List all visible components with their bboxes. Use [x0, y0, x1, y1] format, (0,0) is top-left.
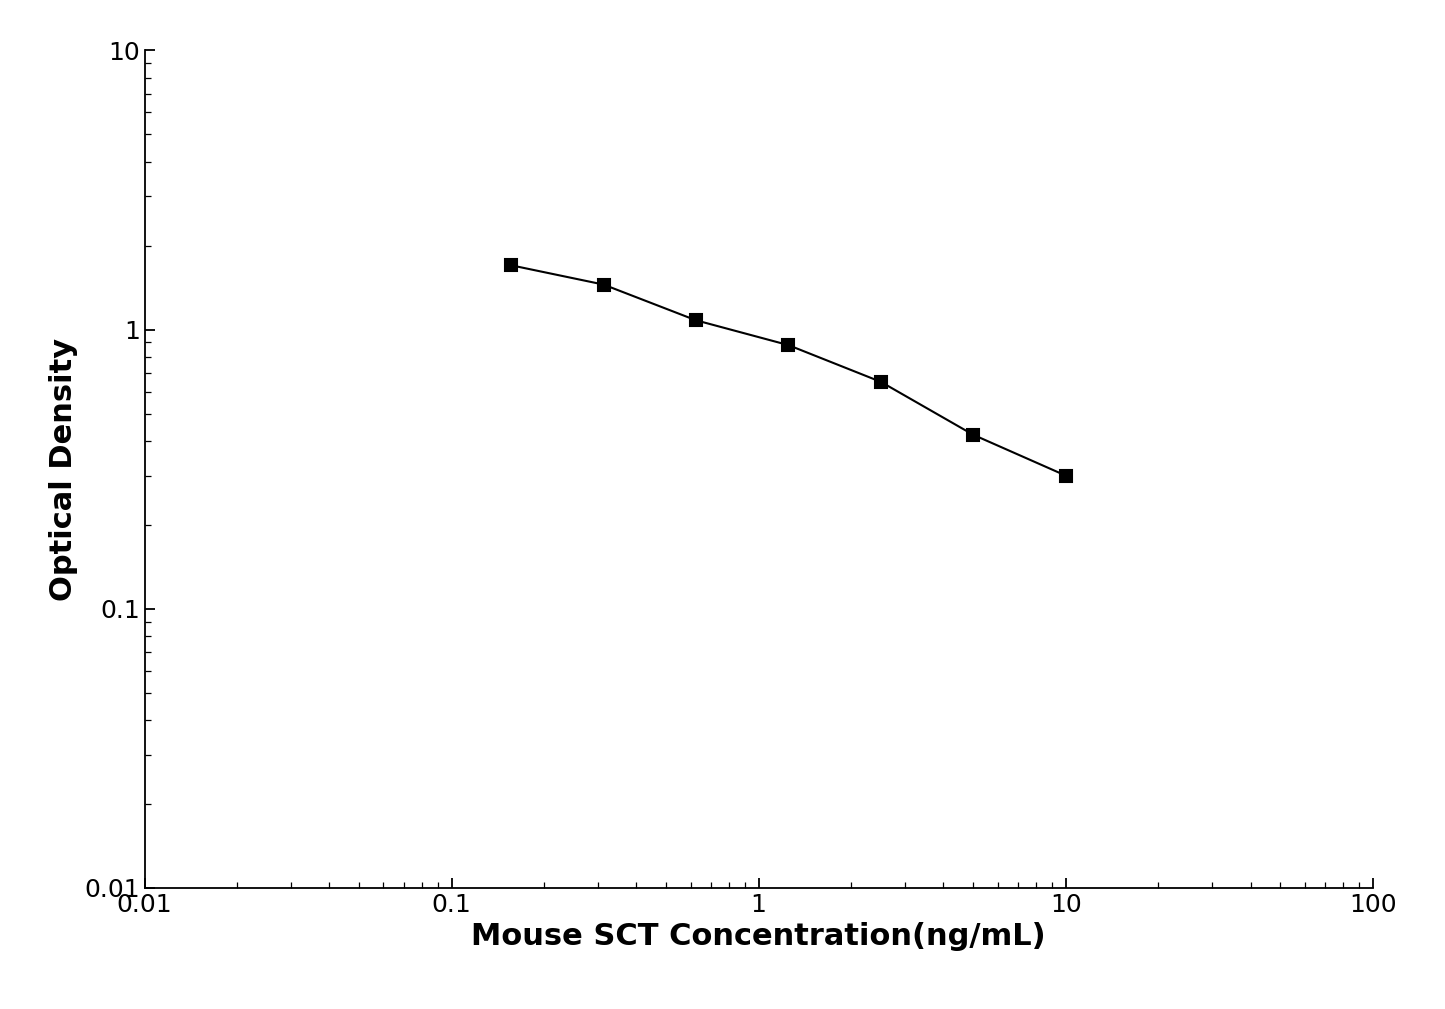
X-axis label: Mouse SCT Concentration(ng/mL): Mouse SCT Concentration(ng/mL): [471, 922, 1046, 951]
Y-axis label: Optical Density: Optical Density: [49, 338, 78, 600]
